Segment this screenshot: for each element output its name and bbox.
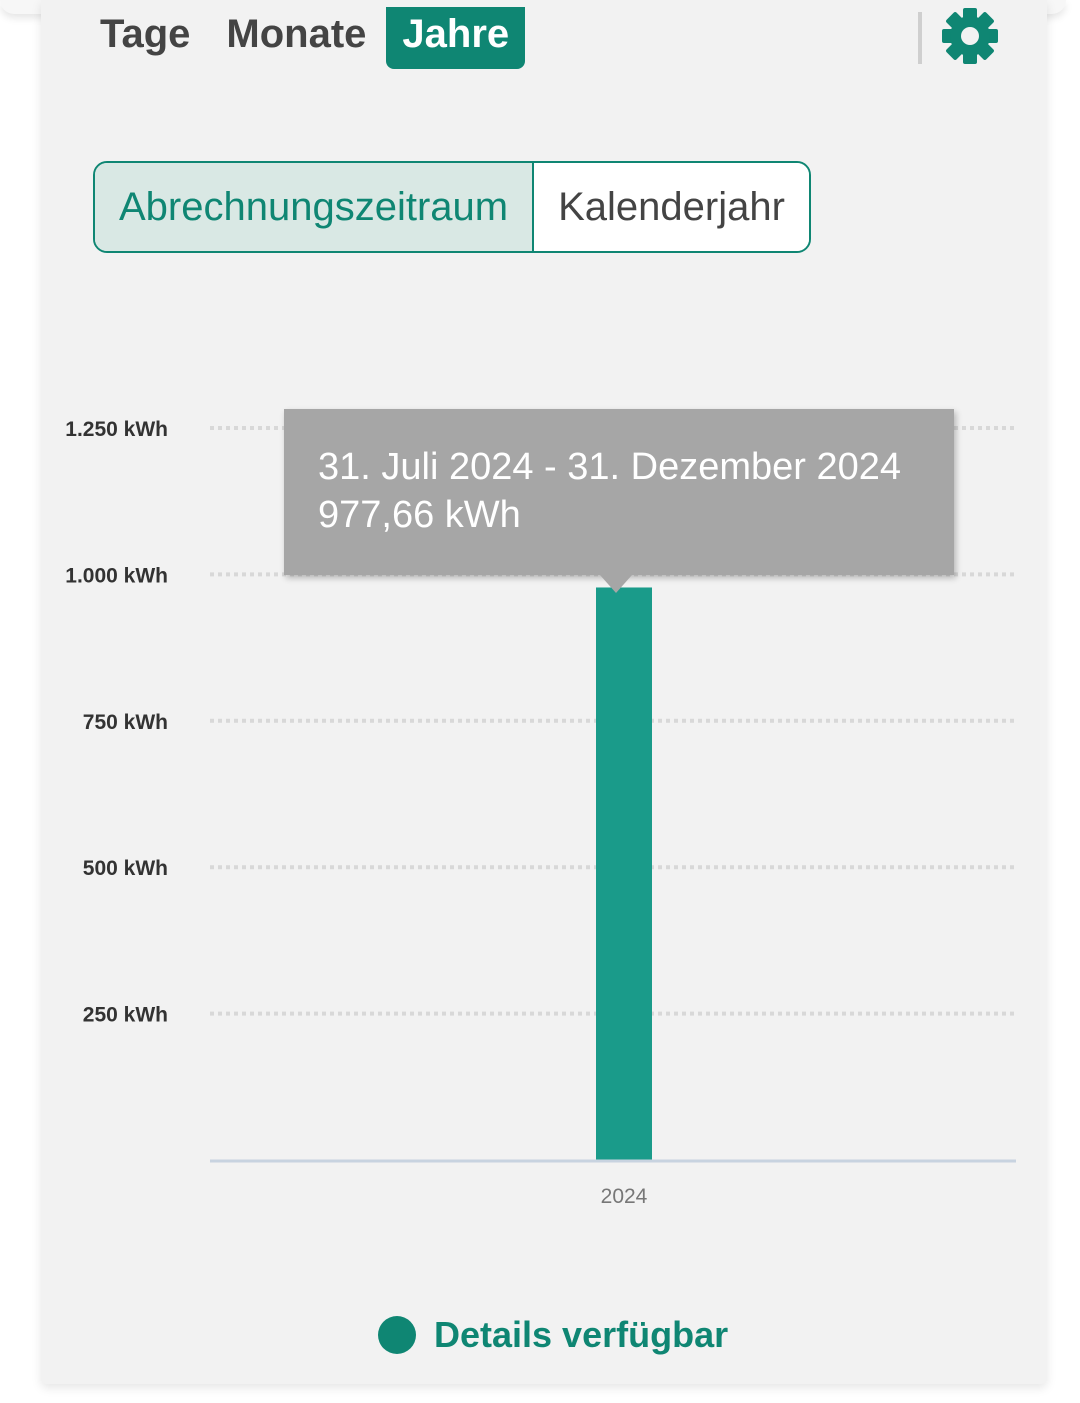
tab-months[interactable]: Monate: [226, 12, 367, 56]
tooltip-value: 977,66 kWh: [318, 494, 521, 536]
y-tick-label: 1.250 kWh: [65, 418, 168, 441]
bar-2024[interactable]: [596, 587, 652, 1160]
y-tick-label: 500 kWh: [83, 857, 168, 880]
chart-legend: Details verfügbar: [378, 1310, 728, 1360]
legend-label: Details verfügbar: [434, 1314, 729, 1355]
tab-days[interactable]: Tage: [100, 12, 191, 56]
y-tick-label: 250 kWh: [83, 1004, 168, 1027]
calendar-year-button[interactable]: Kalenderjahr: [534, 163, 809, 251]
bar-tooltip: 31. Juli 2024 - 31. Dezember 2024 977,66…: [284, 409, 954, 575]
gear-icon[interactable]: [940, 6, 1000, 66]
tooltip-period: 31. Juli 2024 - 31. Dezember 2024: [318, 446, 902, 488]
billing-period-button[interactable]: Abrechnungszeitraum: [95, 163, 535, 251]
range-toggle: Abrechnungszeitraum Kalenderjahr: [93, 161, 811, 253]
legend-dot: [378, 1316, 416, 1354]
tooltip-pointer: [600, 575, 632, 593]
x-tick-label: 2024: [601, 1185, 648, 1208]
tab-years[interactable]: Jahre: [386, 7, 526, 69]
y-tick-label: 750 kWh: [83, 711, 168, 734]
y-tick-label: 1.000 kWh: [65, 564, 168, 587]
period-tabs: Tage Monate Jahre: [100, 6, 529, 70]
toolbar-divider: [918, 12, 922, 64]
